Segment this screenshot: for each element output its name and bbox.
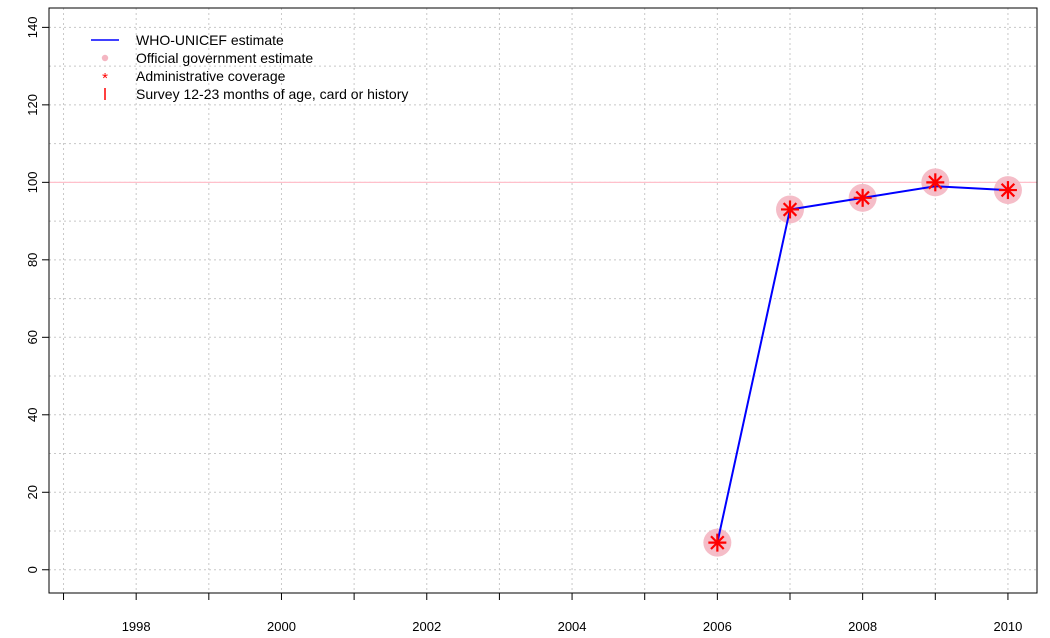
admin-coverage-marker xyxy=(781,200,799,219)
x-tick-label: 2006 xyxy=(703,619,732,634)
y-tick-label: 100 xyxy=(25,171,40,193)
y-tick-label: 120 xyxy=(25,94,40,116)
admin-coverage-marker xyxy=(926,173,945,192)
x-tick-label: 2002 xyxy=(412,619,441,634)
asterisk-stroke xyxy=(928,175,943,190)
legend-entry: Official government estimate xyxy=(101,50,313,66)
legend-entry: WHO-UNICEF estimate xyxy=(91,32,284,48)
legend-entry: Survey 12-23 months of age, card or hist… xyxy=(104,86,408,102)
y-tick-label: 20 xyxy=(25,485,40,499)
legend: WHO-UNICEF estimate Official government e… xyxy=(91,32,408,102)
admin-coverage-marker xyxy=(998,181,1017,200)
x-tick-label: 2000 xyxy=(267,619,296,634)
y-tick-label: 40 xyxy=(25,408,40,422)
asterisk-stroke xyxy=(782,202,798,217)
plot-frame xyxy=(48,7,1038,594)
admin-coverage-marker xyxy=(708,533,727,552)
x-tick-label: 2004 xyxy=(558,619,587,634)
x-tick-label: 2010 xyxy=(993,619,1022,634)
legend-label: Administrative coverage xyxy=(136,68,286,84)
y-tick-label: 60 xyxy=(25,330,40,344)
asterisk-stroke xyxy=(1000,182,1016,198)
legend-asterisk-swatch: * xyxy=(102,70,108,87)
x-tick-label: 1998 xyxy=(122,619,151,634)
y-tick-label: 0 xyxy=(25,566,40,573)
y-tick-label: 80 xyxy=(25,253,40,267)
y-tick-label: 140 xyxy=(25,17,40,39)
legend-label: Survey 12-23 months of age, card or hist… xyxy=(136,86,408,102)
legend-entry: * Administrative coverage xyxy=(102,68,286,87)
legend-point-swatch xyxy=(101,54,109,62)
admin-coverage-marker xyxy=(853,188,872,207)
asterisk-stroke xyxy=(855,190,870,205)
legend-label: Official government estimate xyxy=(136,50,313,66)
axes: 1998 2000 2002 2004 2006 2008 2010 0 20 40 60 80 100… xyxy=(25,17,1022,634)
legend-label: WHO-UNICEF estimate xyxy=(136,32,284,48)
series xyxy=(703,168,1022,557)
asterisk-stroke xyxy=(710,535,725,550)
x-tick-label: 2008 xyxy=(848,619,877,634)
